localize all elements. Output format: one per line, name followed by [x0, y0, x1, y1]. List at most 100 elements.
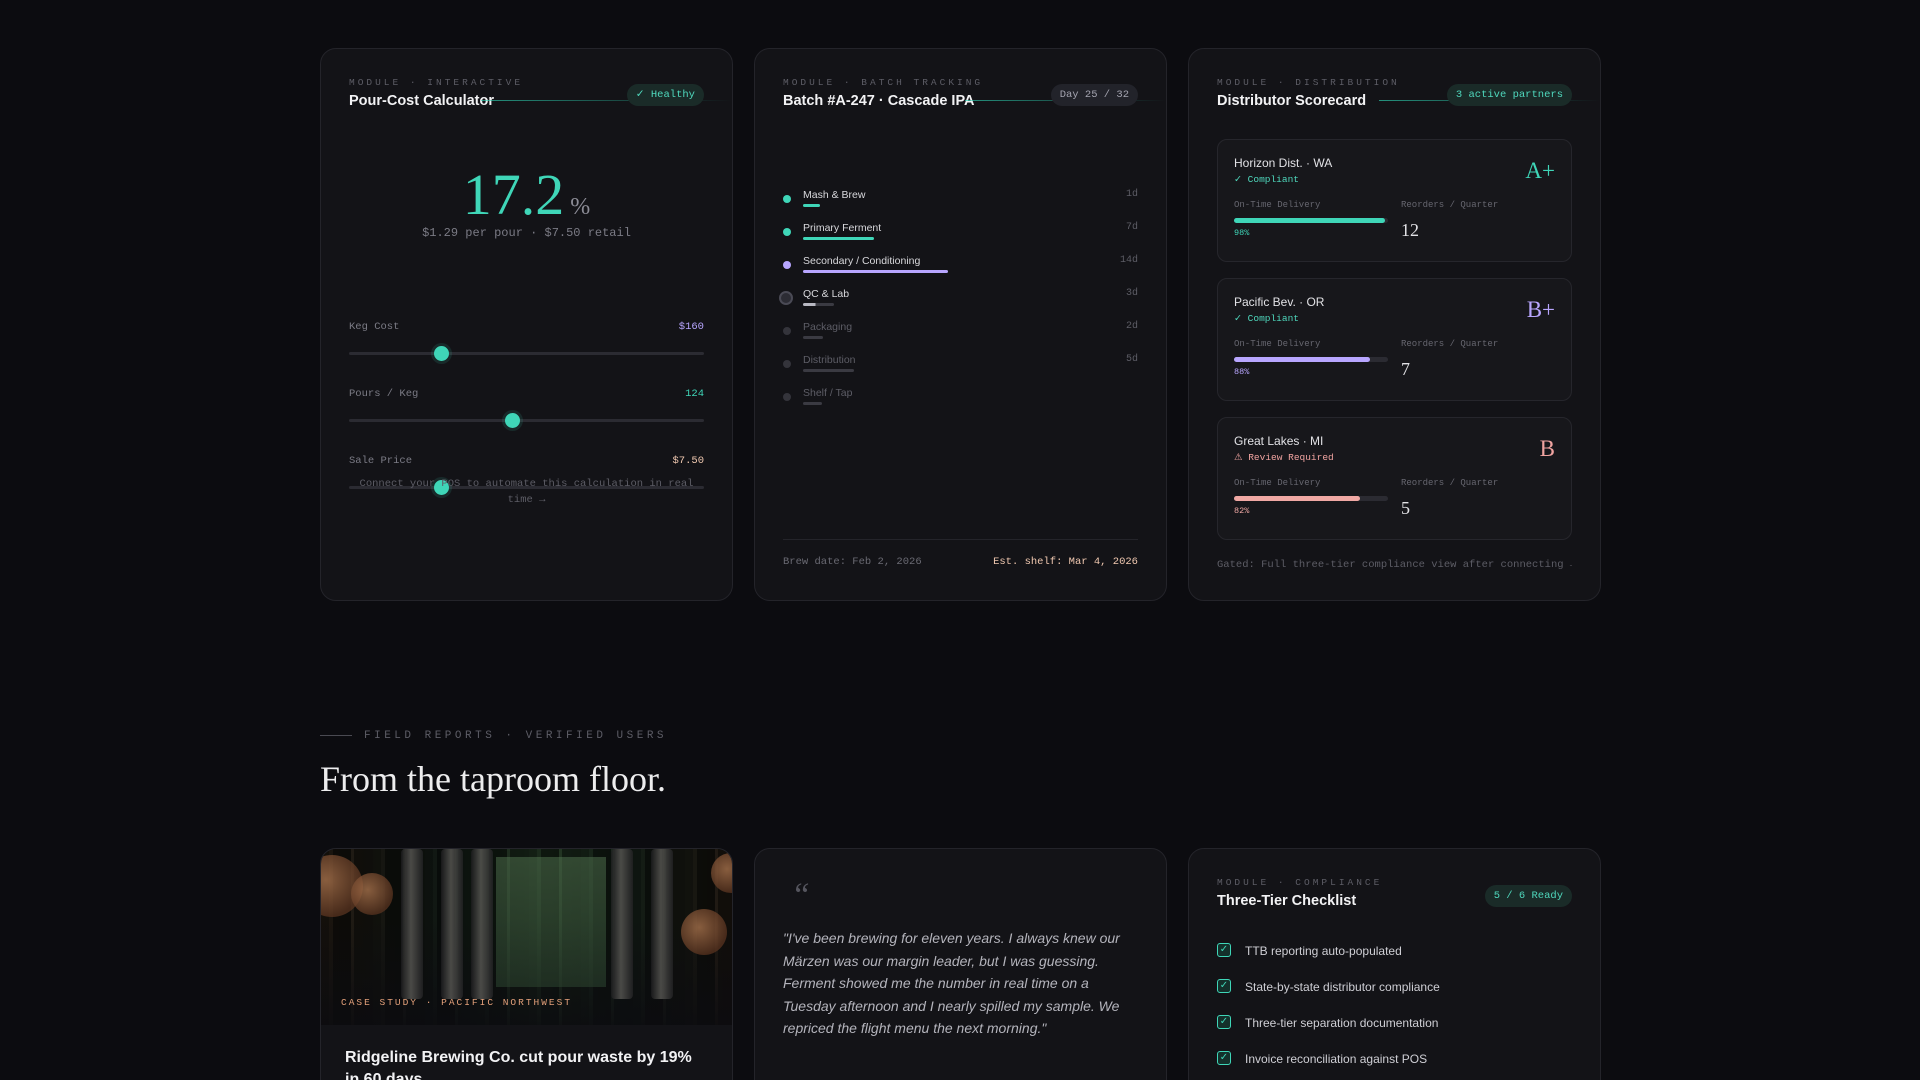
slider-label: Pours / Keg — [349, 388, 419, 400]
compliance-status: ⚠ Review Required — [1234, 452, 1334, 463]
check-icon[interactable]: ✓ — [1217, 979, 1231, 993]
card-eyebrow: MODULE · COMPLIANCE — [1217, 877, 1383, 888]
delivery-percent: 82% — [1234, 506, 1250, 516]
reorders-label: Reorders / Quarter — [1401, 339, 1499, 349]
pour-cost-unit: % — [570, 194, 591, 220]
check-icon[interactable]: ✓ — [1217, 1051, 1231, 1065]
stage-progress-bar — [803, 237, 875, 240]
copper-kettle — [681, 909, 727, 955]
est-shelf-date: Est. shelf: Mar 4, 2026 — [993, 556, 1138, 568]
stage-name: Primary Ferment — [803, 222, 882, 234]
slider-thumb[interactable] — [504, 413, 520, 428]
delivery-bar-fill — [1234, 357, 1370, 362]
distributor-row[interactable]: Great Lakes · MI ⚠ Review Required B On-Tim… — [1217, 417, 1572, 540]
checklist-label: Three-tier separation documentation — [1245, 1016, 1439, 1030]
card-eyebrow: MODULE · DISTRIBUTION — [1217, 77, 1400, 88]
pos-connect-link[interactable]: Connect your POS to automate this calcul… — [359, 478, 694, 506]
card-title: Three-Tier Checklist — [1217, 893, 1357, 909]
checklist-label: Invoice reconciliation against POS — [1245, 1052, 1428, 1066]
stage-status-dot — [783, 360, 791, 368]
checklist-item[interactable]: ✓ Invoice reconciliation against POS — [1217, 1051, 1557, 1071]
stage-duration: 7d — [1125, 222, 1138, 233]
stage-progress-bar — [803, 369, 854, 372]
compliance-status: ✓ Compliant — [1234, 174, 1299, 185]
stage-status-dot — [783, 393, 791, 401]
fermenter-tank — [651, 849, 673, 999]
stage-duration: 1d — [1125, 189, 1138, 200]
distributor-scorecard-card: MODULE · DISTRIBUTION Distributor Scorec… — [1188, 48, 1601, 601]
card-title: Distributor Scorecard — [1217, 93, 1367, 109]
distributor-grade: A+ — [1525, 158, 1555, 183]
stage-progress-bar — [803, 336, 824, 339]
distributor-row[interactable]: Horizon Dist. · WA ✓ Compliant A+ On-Time D… — [1217, 139, 1572, 262]
slider-value: 124 — [685, 388, 704, 400]
slider-track[interactable] — [349, 413, 704, 428]
checklist-item[interactable]: ✓ Three-tier separation documentation — [1217, 1015, 1557, 1035]
batch-dates: Brew date: Feb 2, 2026 Est. shelf: Mar 4… — [783, 539, 1138, 568]
distributor-name: Pacific Bev. · OR — [1234, 295, 1325, 309]
checklist-item[interactable]: ✓ TTB reporting auto-populated — [1217, 943, 1557, 963]
stage-name: Secondary / Conditioning — [803, 255, 921, 267]
slider-thumb[interactable] — [433, 480, 449, 495]
delivery-bar-fill — [1234, 218, 1385, 223]
stage-name: QC & Lab — [803, 288, 850, 300]
compliance-checklist-card: MODULE · COMPLIANCE Three-Tier Checklist… — [1188, 848, 1601, 1080]
timeline-stage: Mash & Brew 1d — [783, 189, 1138, 217]
slider-thumb[interactable] — [433, 346, 449, 361]
slider-label: Sale Price — [349, 455, 413, 467]
slider-value: $7.50 — [672, 455, 704, 467]
case-study-tag: CASE STUDY · PACIFIC NORTHWEST — [341, 997, 573, 1008]
checklist-label: State-by-state distributor compliance — [1245, 980, 1440, 994]
fermenter-tank — [401, 849, 423, 999]
batch-tracking-card: MODULE · BATCH TRACKING Batch #A-247 · C… — [754, 48, 1167, 601]
stage-status-dot — [783, 327, 791, 335]
reorders-label: Reorders / Quarter — [1401, 478, 1499, 488]
pour-cost-readout: 17.2% — [321, 161, 732, 228]
gated-compliance-link[interactable]: Gated: Full three-tier compliance view a… — [1217, 559, 1572, 571]
delivery-percent: 98% — [1234, 228, 1250, 238]
delivery-percent: 88% — [1234, 367, 1250, 377]
case-study-title[interactable]: Ridgeline Brewing Co. cut pour waste by … — [345, 1049, 692, 1080]
check-icon[interactable]: ✓ — [1217, 1015, 1231, 1029]
timeline-stage: Shelf / Tap — [783, 387, 1138, 415]
reorders-count: 7 — [1401, 359, 1410, 379]
stage-name: Shelf / Tap — [803, 387, 853, 399]
stage-duration: 3d — [1125, 288, 1138, 299]
slider-0: Keg Cost $160 — [349, 321, 704, 361]
check-icon[interactable]: ✓ — [1217, 943, 1231, 957]
delivery-bar — [1234, 357, 1388, 362]
health-badge: ✓ Healthy — [626, 84, 704, 106]
section-title: From the taproom floor. — [320, 759, 666, 799]
active-partners-badge: 3 active partners — [1446, 84, 1572, 106]
checklist-ready-badge: 5 / 6 Ready — [1484, 885, 1572, 907]
card-title: Pour-Cost Calculator — [349, 93, 495, 109]
delivery-label: On-Time Delivery — [1234, 200, 1321, 210]
card-eyebrow: MODULE · BATCH TRACKING — [783, 77, 984, 88]
stage-status-dot — [783, 195, 791, 203]
checklist-item[interactable]: ✓ State-by-state distributor compliance — [1217, 979, 1557, 999]
stage-status-dot — [779, 291, 793, 305]
timeline-stage: Distribution 5d — [783, 354, 1138, 382]
card-eyebrow: MODULE · INTERACTIVE — [349, 77, 524, 88]
testimonial-quote: "I've been brewing for eleven years. I a… — [783, 930, 1120, 1036]
case-study-card[interactable]: CASE STUDY · PACIFIC NORTHWEST Ridgeline… — [320, 848, 733, 1080]
stage-progress-bar — [803, 270, 948, 273]
delivery-label: On-Time Delivery — [1234, 478, 1321, 488]
copper-kettle — [711, 853, 732, 893]
stage-progress-bar — [803, 303, 834, 306]
reorders-label: Reorders / Quarter — [1401, 200, 1499, 210]
stage-name: Distribution — [803, 354, 856, 366]
stage-progress-bar — [803, 402, 822, 405]
distributor-grade: B+ — [1526, 297, 1555, 322]
stage-status-dot — [783, 228, 791, 236]
distributor-name: Great Lakes · MI — [1234, 434, 1324, 448]
fermenter-tank — [471, 849, 493, 999]
slider-track[interactable] — [349, 346, 704, 361]
slider-2: Sale Price $7.50 — [349, 455, 704, 495]
slider-track[interactable] — [349, 480, 704, 495]
stage-name: Packaging — [803, 321, 853, 333]
timeline-stage: QC & Lab 3d — [779, 288, 1138, 316]
stage-duration: 2d — [1125, 321, 1138, 332]
fermenter-tank — [441, 849, 463, 999]
distributor-row[interactable]: Pacific Bev. · OR ✓ Compliant B+ On-Time De… — [1217, 278, 1572, 401]
